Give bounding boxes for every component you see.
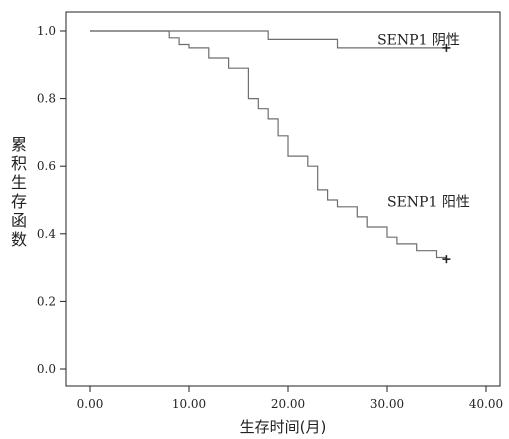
y-tick-label: 0.2 — [37, 294, 56, 308]
y-tick-label: 0.8 — [37, 92, 56, 106]
y-axis-title-char: 存 — [11, 192, 27, 211]
x-axis-title: 生存时间(月) — [240, 418, 327, 436]
series-annotation: SENP1 阴性 — [377, 32, 460, 48]
y-axis-title-char: 生 — [11, 173, 27, 192]
series-annotation: SENP1 阳性 — [387, 195, 470, 211]
y-axis-title-char: 函 — [11, 211, 27, 230]
series-line-1 — [90, 30, 447, 259]
series-line-0 — [90, 30, 447, 49]
y-axis-title-char: 积 — [11, 154, 27, 173]
y-axis-title-char: 数 — [11, 230, 27, 249]
y-axis: 0.0 0.2 0.4 0.6 0.8 1.0 — [37, 24, 66, 376]
series-layer — [90, 30, 451, 264]
x-tick-label: 40.00 — [469, 397, 503, 411]
x-tick-label: 10.00 — [172, 397, 206, 411]
plot-frame — [65, 11, 501, 387]
y-axis-title-char: 累 — [11, 135, 27, 154]
x-tick-label: 20.00 — [271, 397, 305, 411]
annotation-layer: SENP1 阴性 SENP1 阳性 — [377, 32, 470, 210]
x-tick-label: 0.00 — [77, 397, 104, 411]
y-tick-label: 0.0 — [37, 362, 56, 376]
censor-mark — [442, 43, 451, 52]
y-tick-label: 1.0 — [37, 24, 56, 38]
y-tick-label: 0.6 — [37, 159, 56, 173]
x-axis: 0.00 10.00 20.00 30.00 40.00 — [77, 386, 503, 411]
x-tick-label: 30.00 — [370, 397, 404, 411]
censor-mark — [442, 255, 451, 264]
y-tick-label: 0.4 — [37, 227, 56, 241]
